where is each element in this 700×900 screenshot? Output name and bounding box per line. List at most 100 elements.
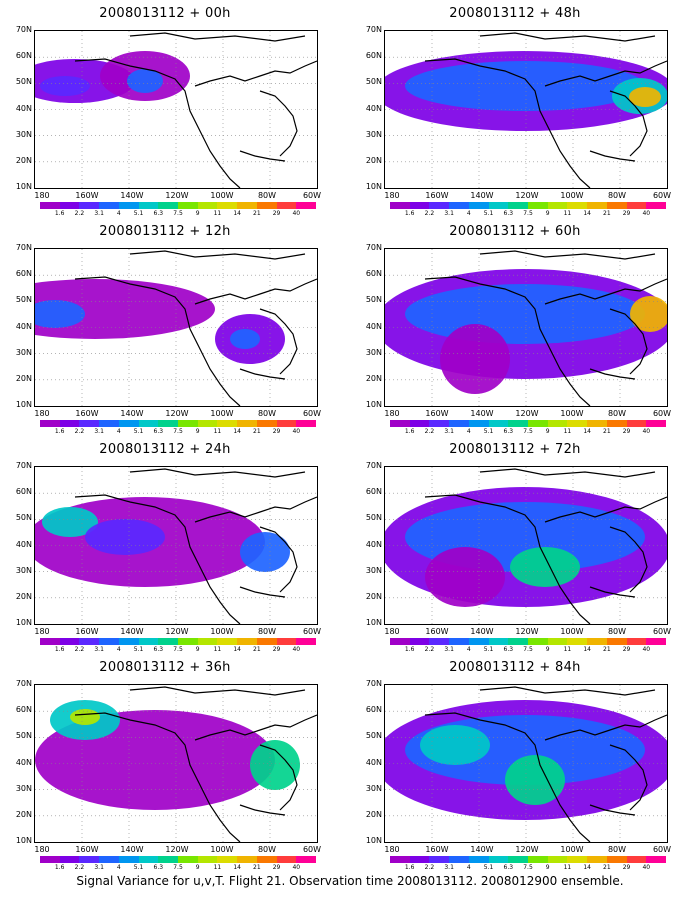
colorbar-swatch	[217, 856, 238, 863]
colorbar-swatch	[567, 638, 588, 645]
colorbar-label: 11	[563, 646, 572, 653]
panel-title: 2008013112 + 00h	[99, 6, 231, 21]
colorbar-label: 5.1	[133, 428, 144, 435]
variance-contour	[70, 709, 100, 725]
colorbar-label: 21	[253, 210, 261, 217]
colorbar	[390, 638, 667, 645]
colorbar-swatch	[488, 638, 509, 645]
colorbar-swatch	[626, 202, 647, 209]
colorbar-swatch	[547, 420, 568, 427]
colorbar-swatch	[197, 420, 218, 427]
colorbar-swatch	[390, 638, 410, 645]
colorbar-swatch	[468, 202, 489, 209]
latitude-label: 20N	[15, 809, 32, 819]
latitude-label: 60N	[365, 487, 382, 497]
coastline	[74, 468, 317, 624]
latitude-label: 50N	[15, 77, 32, 87]
colorbar-swatch	[468, 856, 489, 863]
colorbar-label: 11	[563, 428, 572, 435]
longitude-label: 160W	[75, 409, 99, 418]
map-frame	[34, 30, 318, 189]
colorbar-swatch	[429, 420, 450, 427]
colorbar-label: 6.3	[153, 864, 164, 871]
longitude-label: 180	[34, 627, 50, 636]
latitude-label: 40N	[15, 103, 32, 113]
colorbar-swatch	[528, 420, 548, 427]
colorbar	[390, 856, 667, 863]
colorbar-swatch	[390, 202, 410, 209]
colorbar-label: 29	[272, 428, 281, 435]
colorbar-label: 3.1	[94, 646, 104, 653]
longitude-label: 100W	[560, 627, 584, 636]
colorbar-label: 3.1	[444, 428, 454, 435]
longitude-label: 120W	[515, 191, 539, 200]
colorbar-swatch	[409, 420, 430, 427]
colorbar-swatch	[217, 420, 238, 427]
colorbar-swatch	[587, 202, 607, 209]
colorbar-label: 21	[603, 864, 611, 871]
panel-title: 2008013112 + 84h	[449, 660, 581, 675]
colorbar-label: 9	[545, 428, 550, 435]
colorbar-swatch	[138, 638, 159, 645]
colorbar-label: 2.2	[74, 646, 85, 653]
colorbar-swatch	[197, 856, 218, 863]
latitude-label: 20N	[15, 373, 32, 383]
colorbar-swatch	[296, 638, 317, 645]
variance-map	[385, 685, 667, 842]
map-panel: 2008013112 + 84h 70N 60N 50N 40N 30N 20N 10N 180…	[350, 654, 690, 872]
latitude-label: 40N	[15, 321, 32, 331]
colorbar-swatch	[508, 202, 529, 209]
variance-contour	[85, 519, 165, 555]
panel-title: 2008013112 + 72h	[449, 442, 581, 457]
longitude-label: 180	[34, 191, 50, 200]
colorbar-swatch	[79, 856, 100, 863]
colorbar-swatch	[528, 638, 548, 645]
variance-contour	[440, 324, 510, 394]
longitude-label: 180	[34, 845, 50, 854]
colorbar-label: 9	[545, 210, 550, 217]
latitude-label: 50N	[15, 295, 32, 305]
latitude-label: 10N	[365, 400, 382, 409]
map-panel: 2008013112 + 00h 70N 60N 50N 40N 30N 20N 10N 180…	[0, 0, 340, 218]
colorbar-label: 5.1	[483, 864, 494, 871]
colorbar-label: 29	[622, 646, 631, 653]
map-frame	[34, 684, 318, 843]
panel-title: 2008013112 + 12h	[99, 224, 231, 239]
colorbar-label: 4	[116, 428, 121, 435]
longitude-label: 160W	[425, 409, 449, 418]
colorbar-swatch	[488, 420, 509, 427]
variance-contour	[250, 740, 300, 790]
colorbar-swatch	[429, 856, 450, 863]
longitude-label: 80W	[607, 627, 627, 636]
colorbar-swatch	[217, 202, 238, 209]
latitude-label: 40N	[365, 103, 382, 113]
latitude-label: 50N	[365, 513, 382, 523]
colorbar-label: 5.1	[133, 864, 144, 871]
colorbar-label: 1.6	[404, 210, 415, 217]
map-frame	[384, 30, 668, 189]
longitude-label: 60W	[302, 627, 322, 636]
colorbar	[40, 638, 317, 645]
variance-contour	[420, 725, 490, 765]
longitude-label: 180	[384, 627, 400, 636]
coastline	[74, 250, 317, 406]
colorbar-label: 1.6	[404, 864, 415, 871]
colorbar-swatch	[547, 638, 568, 645]
latitude-label: 60N	[15, 269, 32, 279]
longitude-label: 60W	[302, 845, 322, 854]
colorbar	[40, 202, 317, 209]
colorbar-label: 4	[116, 864, 121, 871]
longitude-label: 80W	[257, 627, 277, 636]
latitude-label: 70N	[15, 461, 32, 470]
longitude-label: 160W	[75, 191, 99, 200]
longitude-label: 100W	[560, 845, 584, 854]
longitude-label: 160W	[75, 627, 99, 636]
variance-map	[35, 685, 317, 842]
colorbar-label: 4	[116, 646, 121, 653]
longitude-label: 180	[384, 845, 400, 854]
longitude-label: 80W	[607, 191, 627, 200]
colorbar-label: 3.1	[444, 210, 454, 217]
latitude-label: 50N	[365, 295, 382, 305]
colorbar-label: 6.3	[503, 428, 514, 435]
colorbar-swatch	[547, 202, 568, 209]
